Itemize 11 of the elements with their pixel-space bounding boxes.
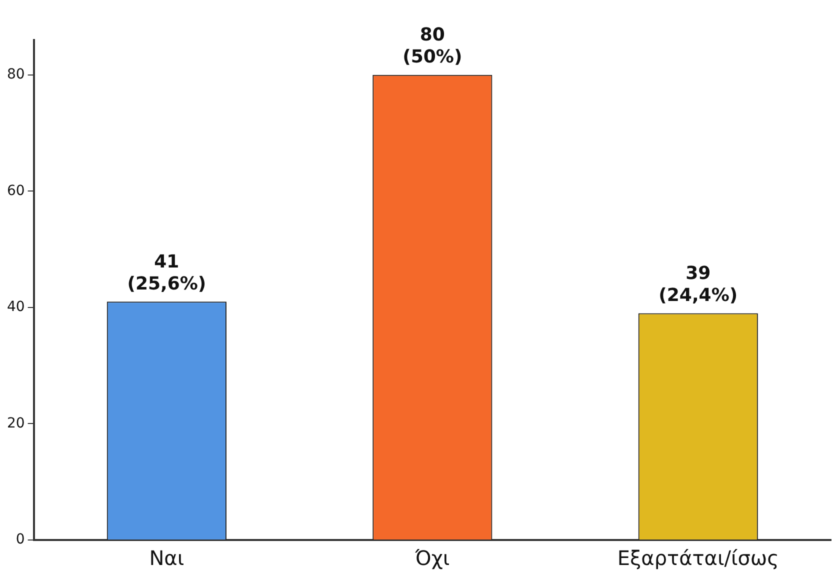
y-tick-label: 40 xyxy=(6,299,25,316)
x-tick-label: Όχι xyxy=(414,546,450,570)
data-label: 41 (25,6%) xyxy=(127,251,206,294)
y-tick-label: 80 xyxy=(6,66,25,83)
x-tick-label: Ναι xyxy=(149,546,184,570)
y-tick-label: 0 xyxy=(16,532,25,548)
y-tick-label: 20 xyxy=(6,415,25,432)
data-label: 80 (50%) xyxy=(402,24,462,68)
y-tick-label: 60 xyxy=(6,182,25,199)
x-tick-label: Εξαρτάται/ίσως xyxy=(617,546,779,570)
data-label: 39 (24,4%) xyxy=(658,262,738,306)
